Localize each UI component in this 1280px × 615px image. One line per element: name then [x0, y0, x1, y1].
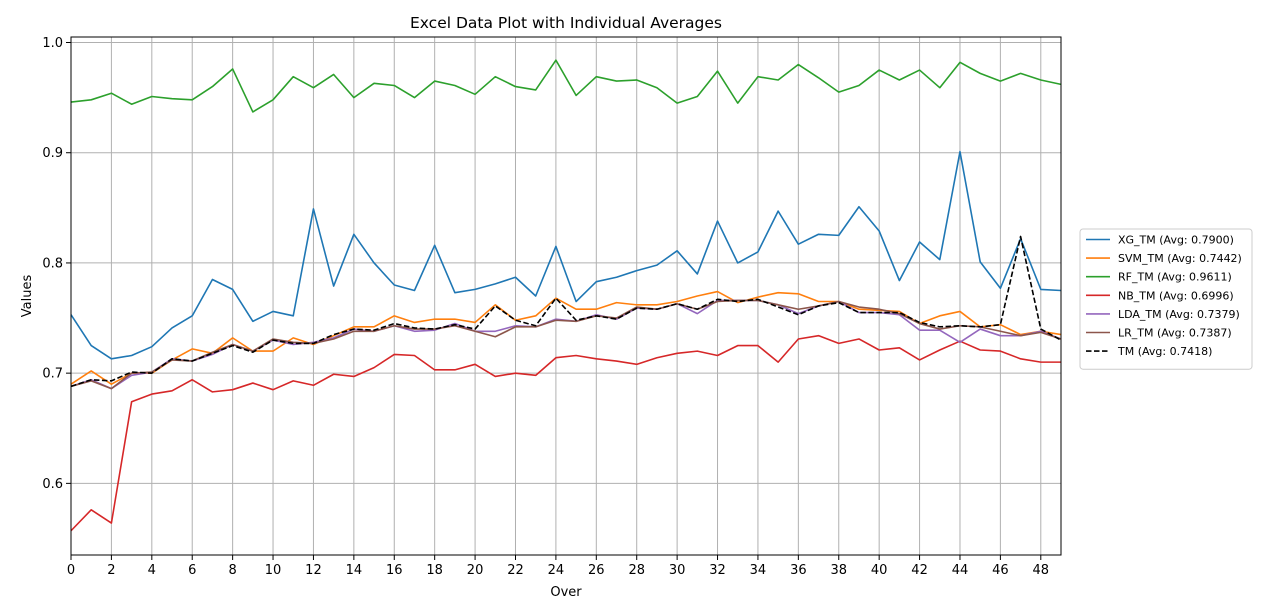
- x-tick-label: 28: [628, 563, 645, 578]
- series-line-3: [70, 59, 1062, 113]
- x-axis-label: Over: [550, 585, 582, 600]
- x-tick-label: 42: [911, 563, 928, 578]
- x-tick-label: 46: [992, 563, 1009, 578]
- series-line-1: [70, 150, 1062, 360]
- series-lines: [70, 59, 1062, 532]
- x-tick-label: 20: [467, 563, 484, 578]
- x-axis: 0 2 4 6 8 10 12 14 16 18 20 22 24 26 28 30 32 34 36 38 40 42 4…: [67, 555, 1049, 578]
- grid-lines: [70, 37, 1061, 555]
- x-tick-label: 30: [669, 563, 686, 578]
- x-tick-label: 0: [67, 563, 75, 578]
- x-tick-label: 6: [188, 563, 196, 578]
- x-tick-label: 22: [507, 563, 524, 578]
- x-tick-label: 2: [107, 563, 115, 578]
- x-tick-label: 32: [709, 563, 726, 578]
- plot-frame: [70, 36, 1062, 556]
- legend-label: LDA_TM (Avg: 0.7379): [1118, 308, 1240, 321]
- y-tick-label: 1.0: [42, 36, 63, 51]
- series-line-4: [70, 334, 1061, 532]
- x-tick-label: 16: [386, 563, 403, 578]
- x-tick-label: 36: [790, 563, 807, 578]
- x-tick-label: 24: [548, 563, 565, 578]
- legend: XG_TM (Avg: 0.7900) SVM_TM (Avg: 0.7442) R…: [1079, 228, 1253, 370]
- x-tick-label: 34: [750, 563, 767, 578]
- x-tick-label: 44: [952, 563, 969, 578]
- legend-label: TM (Avg: 0.7418): [1117, 345, 1212, 358]
- x-tick-label: 38: [830, 563, 847, 578]
- legend-label: NB_TM (Avg: 0.6996): [1118, 289, 1234, 302]
- x-tick-label: 40: [871, 563, 888, 578]
- y-tick-label: 0.6: [42, 477, 63, 492]
- y-tick-label: 0.7: [42, 367, 63, 382]
- legend-label: SVM_TM (Avg: 0.7442): [1118, 252, 1242, 265]
- y-axis: 0.6 0.7 0.8 0.9 1.0: [42, 36, 71, 492]
- y-tick-label: 0.9: [42, 146, 63, 161]
- y-axis-label: Values: [20, 275, 35, 318]
- x-tick-label: 4: [148, 563, 156, 578]
- x-tick-label: 26: [588, 563, 605, 578]
- x-tick-label: 18: [426, 563, 443, 578]
- legend-box: [1079, 228, 1253, 370]
- chart-title: Excel Data Plot with Individual Averages: [410, 14, 722, 32]
- x-tick-label: 8: [228, 563, 236, 578]
- legend-label: LR_TM (Avg: 0.7387): [1118, 327, 1232, 340]
- x-tick-label: 48: [1033, 563, 1050, 578]
- legend-label: XG_TM (Avg: 0.7900): [1118, 234, 1234, 247]
- x-tick-label: 10: [265, 563, 282, 578]
- series-line-2: [70, 290, 1062, 385]
- x-tick-label: 12: [305, 563, 322, 578]
- y-tick-label: 0.8: [42, 256, 63, 271]
- legend-label: RF_TM (Avg: 0.9611): [1118, 271, 1232, 284]
- series-line-7: [70, 235, 1062, 388]
- x-tick-label: 14: [346, 563, 363, 578]
